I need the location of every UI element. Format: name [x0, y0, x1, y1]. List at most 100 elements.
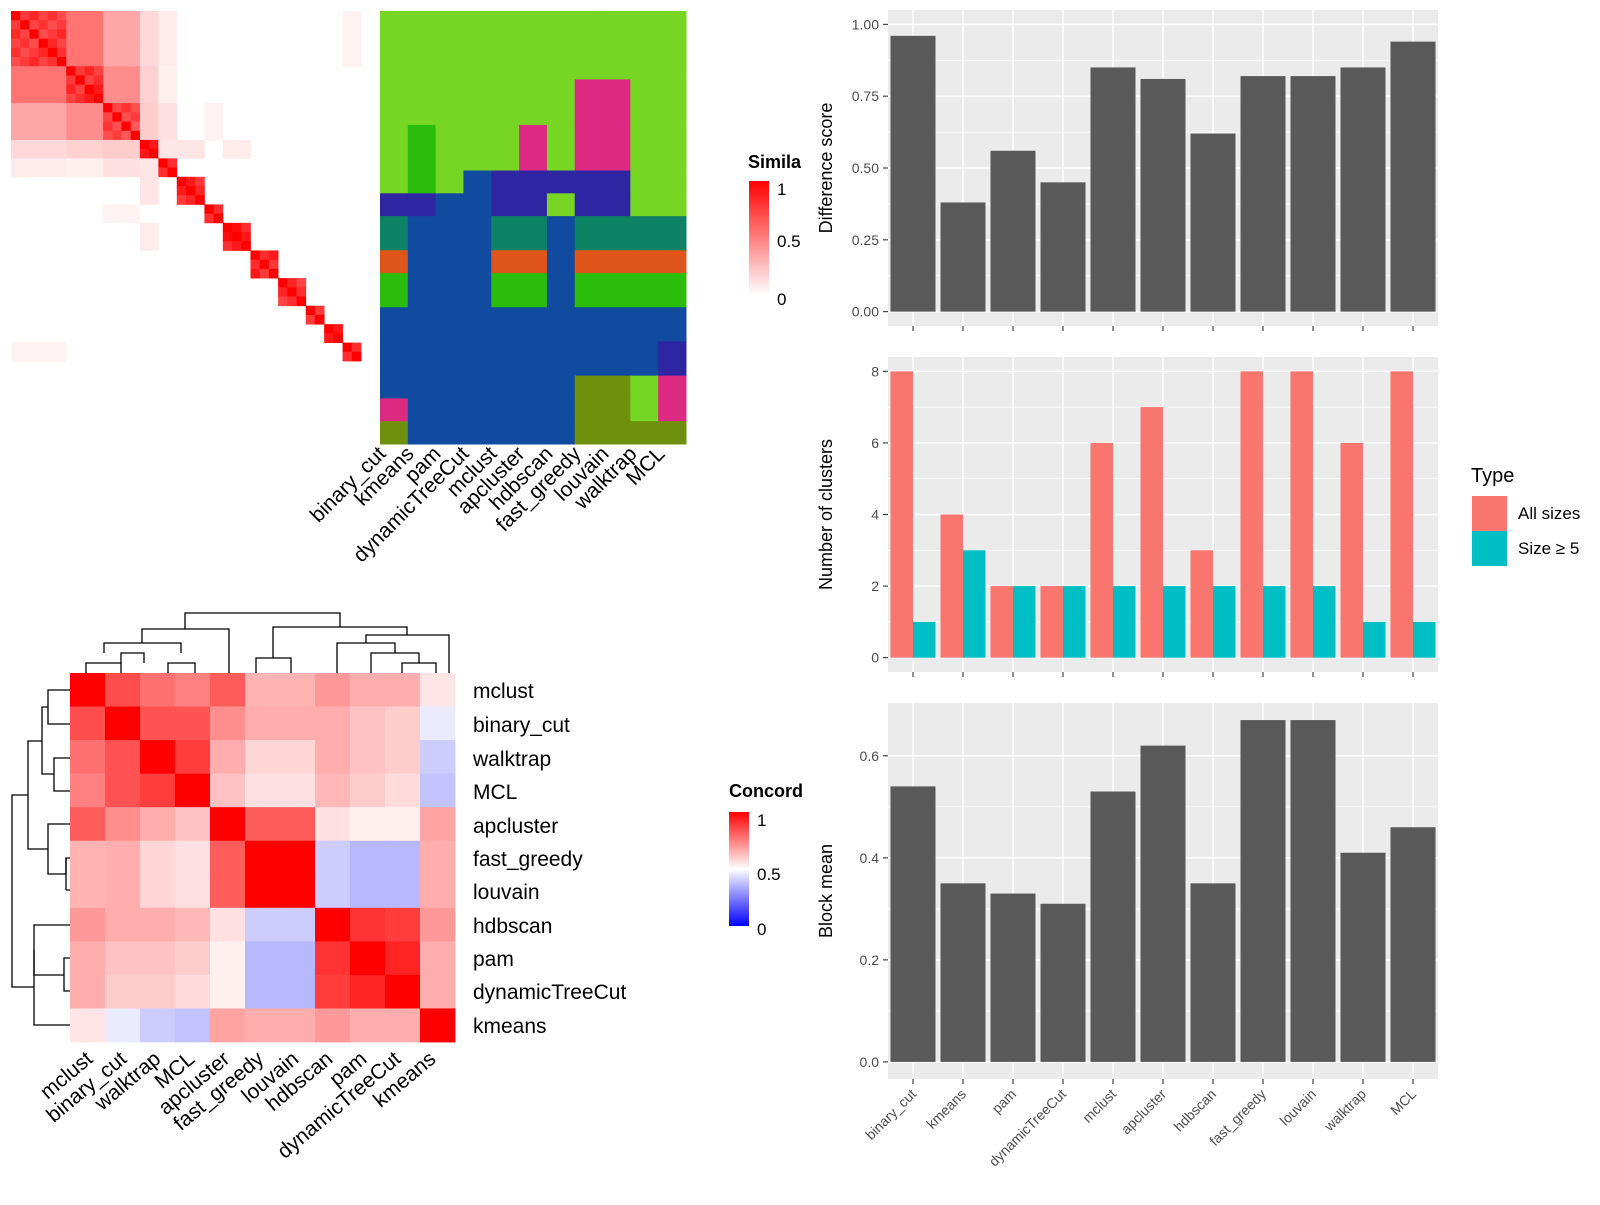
similarity-cell	[57, 158, 67, 168]
cluster-cell	[407, 273, 437, 308]
similarity-cell	[66, 29, 76, 40]
similarity-cell	[38, 351, 49, 362]
legend-swatch-size-ge-5	[1472, 531, 1507, 566]
cluster-cell	[407, 170, 437, 194]
similarity-cell	[278, 287, 288, 297]
similarity-cell	[66, 103, 76, 113]
similarity-cell	[38, 112, 49, 122]
similarity-cell	[103, 121, 113, 132]
row-label: MCL	[473, 781, 517, 804]
similarity-cell	[84, 112, 95, 122]
concordance-cell	[140, 907, 176, 942]
cluster-cell	[407, 11, 437, 80]
cluster-cell	[519, 124, 548, 172]
legend-label-all-sizes: All sizes	[1518, 504, 1580, 523]
similarity-cell	[186, 176, 196, 187]
similarity-cell	[11, 29, 21, 40]
similarity-cell	[195, 186, 205, 196]
similarity-cell	[11, 112, 21, 122]
similarity-cell	[11, 167, 21, 178]
similarity-cell	[351, 57, 362, 67]
similarity-cell	[38, 149, 49, 159]
similarity-color-bar	[749, 181, 769, 295]
similarity-cell	[38, 121, 49, 132]
concordance-cell	[140, 773, 176, 808]
similarity-cell	[139, 130, 150, 141]
similarity-cell	[158, 158, 168, 168]
similarity-cell	[167, 112, 178, 122]
similarity-cell	[47, 11, 58, 21]
similarity-cell	[93, 38, 104, 49]
row-label: kmeans	[473, 1015, 547, 1038]
concordance-cell	[280, 941, 316, 976]
concordance-legend-tick: 0.5	[757, 865, 781, 884]
cluster-cell	[602, 375, 631, 399]
bar	[990, 586, 1013, 658]
similarity-cell	[342, 342, 353, 353]
cluster-cell	[491, 250, 520, 274]
concordance-cell	[315, 941, 351, 976]
similarity-cell	[29, 112, 40, 122]
similarity-cell	[75, 20, 86, 30]
similarity-legend: Simila 1 0.5 0	[748, 152, 802, 309]
similarity-cell	[121, 38, 132, 49]
similarity-cell	[11, 93, 21, 104]
cluster-cell	[546, 11, 576, 80]
similarity-cell	[213, 130, 224, 141]
cluster-cell	[491, 273, 520, 308]
similarity-cell	[130, 93, 141, 104]
similarity-cell	[84, 75, 95, 86]
similarity-cell	[232, 139, 242, 150]
concordance-cell	[140, 807, 176, 842]
similarity-cell	[149, 186, 159, 196]
similarity-cell	[11, 84, 21, 95]
similarity-cell	[204, 103, 215, 113]
concordance-cell	[350, 673, 386, 707]
similarity-cell	[278, 296, 288, 307]
similarity-cell	[195, 149, 205, 159]
similarity-cell	[130, 167, 141, 178]
similarity-cell	[158, 11, 168, 21]
bar	[890, 786, 936, 1062]
y-tick-label: 0	[871, 650, 879, 666]
similarity-cell	[93, 47, 104, 58]
similarity-cell	[29, 93, 40, 104]
similarity-cell	[75, 57, 86, 67]
similarity-cell	[103, 47, 113, 58]
similarity-cell	[66, 20, 76, 30]
similarity-cell	[66, 38, 76, 49]
similarity-cell	[241, 149, 251, 159]
row-label: mclust	[473, 680, 534, 703]
similarity-cell	[75, 103, 86, 113]
concordance-cell	[105, 773, 141, 808]
cluster-cell	[463, 398, 492, 422]
similarity-cell	[149, 112, 159, 122]
bar	[1213, 586, 1236, 658]
concordance-cell	[70, 941, 106, 976]
similarity-cell	[29, 139, 40, 150]
cluster-cell	[407, 398, 437, 422]
cluster-cell	[630, 273, 659, 308]
similarity-cell	[47, 351, 58, 362]
bar	[1390, 371, 1413, 658]
similarity-cell	[84, 121, 95, 132]
similarity-cell	[278, 278, 288, 288]
similarity-cell	[213, 204, 224, 215]
similarity-cell	[11, 149, 21, 159]
similarity-cell	[130, 158, 141, 168]
concordance-cell	[245, 907, 281, 942]
concordance-cell	[70, 740, 106, 775]
similarity-cell	[47, 167, 58, 178]
cluster-cell	[658, 170, 687, 194]
similarity-cell	[130, 112, 141, 122]
similarity-cell	[11, 158, 21, 168]
similarity-cell	[351, 342, 362, 353]
concordance-cell	[70, 974, 106, 1009]
concordance-cell	[280, 874, 316, 909]
concordance-color-bar	[729, 812, 749, 926]
similarity-cell	[167, 103, 178, 113]
similarity-cell	[268, 268, 279, 279]
cluster-cell	[630, 398, 659, 422]
y-tick-label: 6	[871, 435, 879, 451]
similarity-cell	[112, 57, 122, 67]
